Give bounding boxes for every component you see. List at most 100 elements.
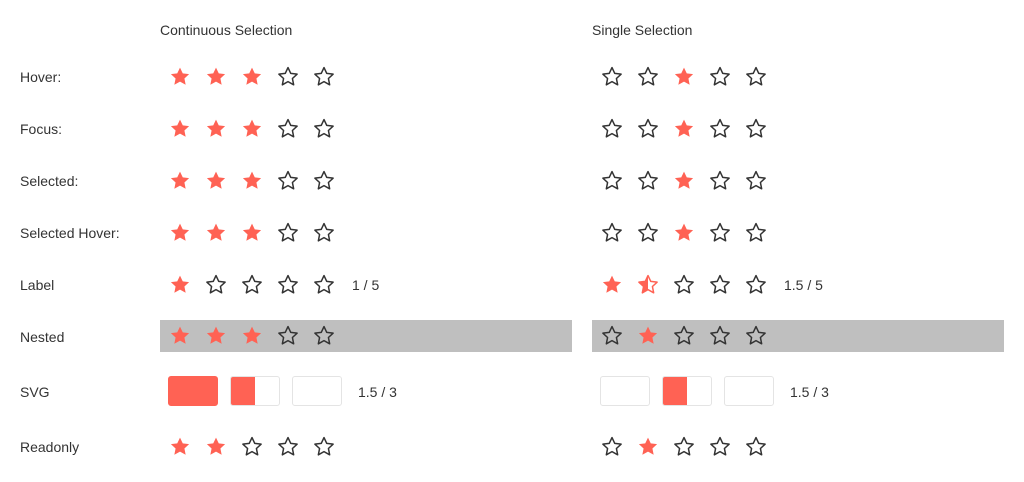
star-icon[interactable] [636,324,660,348]
rating-continuous-label[interactable]: 1 / 5 [160,269,572,301]
row-label-nested: Nested [20,329,65,345]
star-icon[interactable] [168,117,192,141]
star-icon[interactable] [636,117,660,141]
star-icon[interactable] [168,273,192,297]
star-icon[interactable] [636,169,660,193]
rating-single-hover[interactable] [592,61,1004,93]
star-icon[interactable] [312,169,336,193]
rating-value-text: 1.5 / 5 [784,277,823,293]
star-icon [168,435,192,459]
rating-continuous-nested[interactable] [160,320,572,352]
star-icon[interactable] [744,65,768,89]
star-icon[interactable] [240,221,264,245]
row-label-svg: SVG [20,384,50,400]
star-icon[interactable] [240,273,264,297]
star-icon[interactable] [276,221,300,245]
star-icon [672,435,696,459]
star-icon[interactable] [672,117,696,141]
star-icon[interactable] [636,65,660,89]
star-icon[interactable] [672,65,696,89]
star-icon[interactable] [708,273,732,297]
star-icon[interactable] [276,65,300,89]
rating-continuous-readonly [160,431,572,463]
star-icon[interactable] [312,273,336,297]
star-icon[interactable] [204,221,228,245]
star-icon[interactable] [204,65,228,89]
star-icon[interactable] [708,169,732,193]
star-icon[interactable] [636,273,660,297]
star-icon[interactable] [744,324,768,348]
star-icon[interactable] [672,221,696,245]
star-icon [636,435,660,459]
star-icon[interactable] [672,273,696,297]
star-icon[interactable] [240,117,264,141]
star-icon[interactable] [240,324,264,348]
star-icon [240,435,264,459]
star-icon[interactable] [744,273,768,297]
rating-single-svg[interactable]: 1.5 / 3 [592,376,1004,408]
star-icon[interactable] [312,117,336,141]
star-icon[interactable] [240,169,264,193]
star-icon[interactable] [312,324,336,348]
star-icon [276,435,300,459]
rating-continuous-selected-hover[interactable] [160,217,572,249]
star-icon [312,435,336,459]
star-icon[interactable] [168,221,192,245]
star-icon[interactable] [168,65,192,89]
rating-box-2[interactable] [662,376,712,406]
star-icon[interactable] [672,324,696,348]
star-icon[interactable] [708,117,732,141]
rating-box-3[interactable] [724,376,774,406]
rating-box-3[interactable] [292,376,342,406]
star-icon[interactable] [204,273,228,297]
star-icon[interactable] [276,273,300,297]
rating-continuous-selected[interactable] [160,165,572,197]
rating-continuous-hover[interactable] [160,61,572,93]
star-icon[interactable] [204,324,228,348]
star-icon[interactable] [240,65,264,89]
row-label-selected: Selected: [20,173,79,189]
star-icon[interactable] [744,169,768,193]
rating-continuous-svg[interactable]: 1.5 / 3 [160,376,572,408]
star-icon[interactable] [276,324,300,348]
star-icon[interactable] [600,117,624,141]
star-icon[interactable] [708,324,732,348]
star-icon[interactable] [168,169,192,193]
rating-single-selected[interactable] [592,165,1004,197]
rating-box-1[interactable] [168,376,218,406]
rating-single-nested[interactable] [592,320,1004,352]
star-icon[interactable] [312,65,336,89]
star-icon[interactable] [600,65,624,89]
star-icon[interactable] [276,117,300,141]
star-icon[interactable] [708,221,732,245]
star-icon[interactable] [312,221,336,245]
star-icon[interactable] [168,324,192,348]
star-icon[interactable] [600,273,624,297]
rating-box-2[interactable] [230,376,280,406]
star-icon[interactable] [204,169,228,193]
rating-single-focus[interactable] [592,113,1004,145]
star-icon[interactable] [600,221,624,245]
star-icon[interactable] [744,117,768,141]
rating-value-text: 1.5 / 3 [790,384,829,400]
rating-value-text: 1.5 / 3 [358,384,397,400]
rating-single-label[interactable]: 1.5 / 5 [592,269,1004,301]
rating-value-text: 1 / 5 [352,277,380,293]
rating-single-readonly [592,431,1004,463]
star-icon[interactable] [600,324,624,348]
star-icon[interactable] [744,221,768,245]
rating-box-1[interactable] [600,376,650,406]
star-icon[interactable] [636,221,660,245]
row-label-focus: Focus: [20,121,63,137]
rating-continuous-focus[interactable] [160,113,572,145]
star-icon[interactable] [600,169,624,193]
star-icon[interactable] [708,65,732,89]
rating-single-selected-hover[interactable] [592,217,1004,249]
column-title-single: Single Selection [592,22,693,38]
row-label-selected-hover: Selected Hover: [20,225,120,241]
star-icon[interactable] [672,169,696,193]
star-icon[interactable] [204,117,228,141]
star-icon[interactable] [276,169,300,193]
row-label-readonly: Readonly [20,439,80,455]
star-icon [204,435,228,459]
